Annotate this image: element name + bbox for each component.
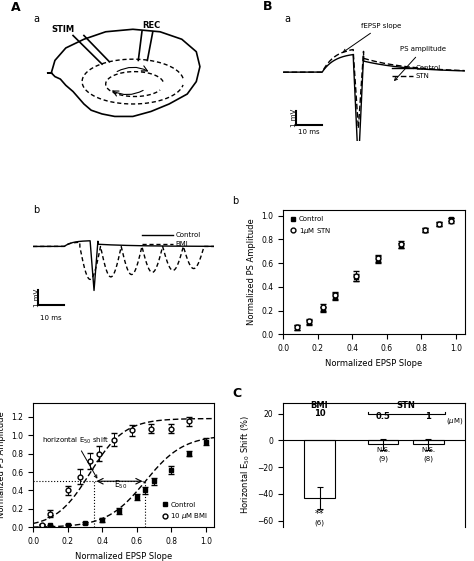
Text: (6): (6) [315,519,325,526]
Legend: Control, 10 $\mu$M BMI: Control, 10 $\mu$M BMI [158,499,211,524]
Text: b: b [233,196,239,205]
Text: b: b [33,205,39,215]
Text: (9): (9) [378,456,388,462]
Text: STIM: STIM [51,25,74,34]
Text: 10 ms: 10 ms [40,315,62,321]
Bar [367,440,398,444]
Text: E$_{50}$: E$_{50}$ [114,479,128,491]
Bar [413,440,444,444]
X-axis label: Normalized EPSP Slope: Normalized EPSP Slope [75,551,173,560]
Text: a: a [33,14,39,24]
Text: 1 mV: 1 mV [291,109,297,127]
Text: 10 ms: 10 ms [298,130,320,135]
Text: BMI: BMI [311,401,328,410]
Y-axis label: Normalized PS Amplitude: Normalized PS Amplitude [247,219,256,325]
Text: Control: Control [415,65,440,71]
Text: Control: Control [175,232,201,238]
Text: PS amplitude: PS amplitude [395,47,446,80]
Text: 0.5: 0.5 [375,412,391,421]
Legend: Control, 1$\mu$M STN: Control, 1$\mu$M STN [287,213,334,238]
X-axis label: Normalized EPSP Slope: Normalized EPSP Slope [325,358,422,367]
Text: STN: STN [415,73,429,79]
Text: 1: 1 [425,412,431,421]
Text: B: B [263,0,272,13]
Text: REC: REC [142,21,160,30]
Y-axis label: Horizontal E$_{50}$ Shift (%): Horizontal E$_{50}$ Shift (%) [239,416,252,514]
Text: N.S.: N.S. [421,447,435,453]
Text: fEPSP slope: fEPSP slope [344,23,401,52]
Text: STN: STN [396,401,415,410]
Text: A: A [11,1,21,13]
Text: N.S.: N.S. [376,447,390,453]
Text: a: a [284,15,291,24]
Text: BMI: BMI [175,241,188,247]
Text: horizontal E$_{50}$ shift: horizontal E$_{50}$ shift [42,435,109,478]
Y-axis label: Normalized PS Amplitude: Normalized PS Amplitude [0,412,6,518]
Text: C: C [233,387,242,399]
Text: **: ** [315,509,324,518]
Bar [304,440,335,498]
Text: ($\mu$M): ($\mu$M) [447,416,464,426]
Text: 10: 10 [314,409,325,418]
Text: (8): (8) [423,456,433,462]
Text: 1 mV: 1 mV [34,288,40,307]
